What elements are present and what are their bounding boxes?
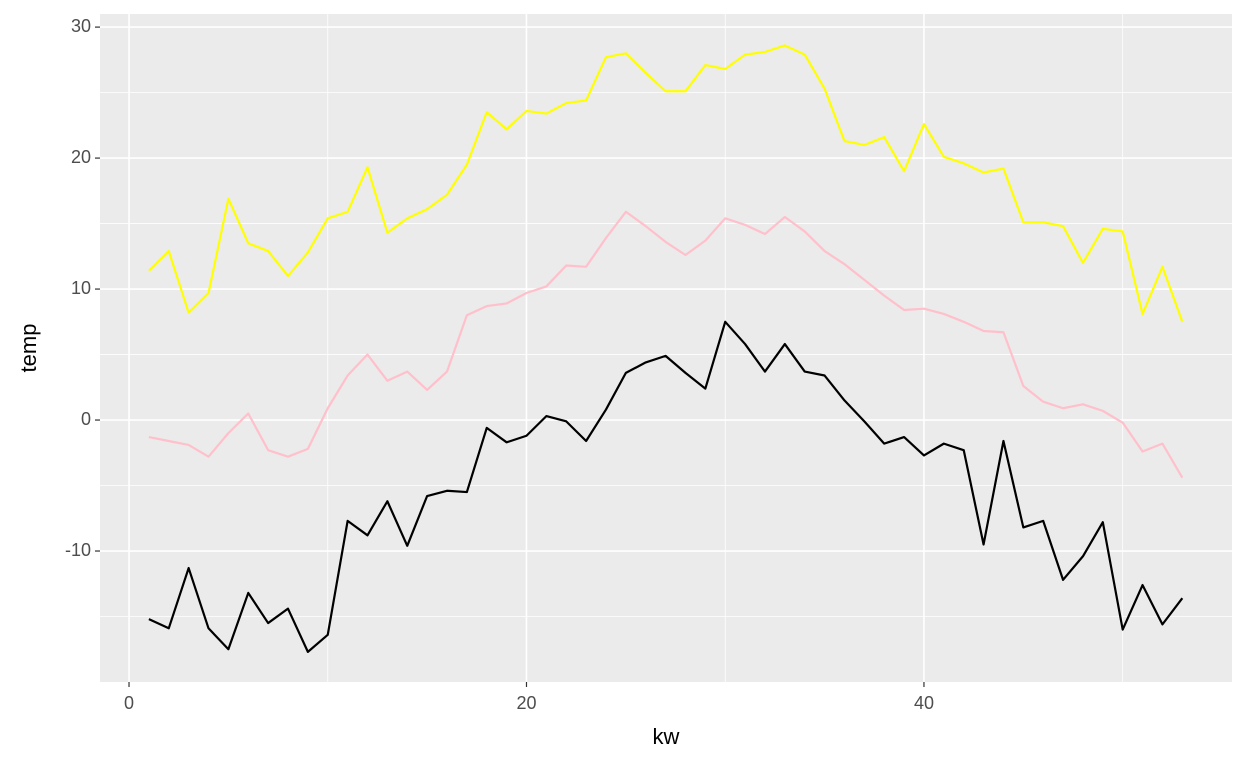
y-tick-label: 10 [71,278,91,298]
y-axis-title: temp [16,324,41,373]
y-tick-label: -10 [65,540,91,560]
y-tick-label: 20 [71,147,91,167]
y-tick-label: 0 [81,409,91,429]
x-tick-label: 40 [914,693,934,713]
plot-background [100,14,1232,682]
series-line [148,44,1184,323]
y-tick-label: 30 [71,16,91,36]
x-axis-title: kw [653,724,680,749]
x-tick-label: 20 [516,693,536,713]
series-line [148,210,1184,479]
x-tick-label: 0 [124,693,134,713]
series-line [148,320,1184,653]
